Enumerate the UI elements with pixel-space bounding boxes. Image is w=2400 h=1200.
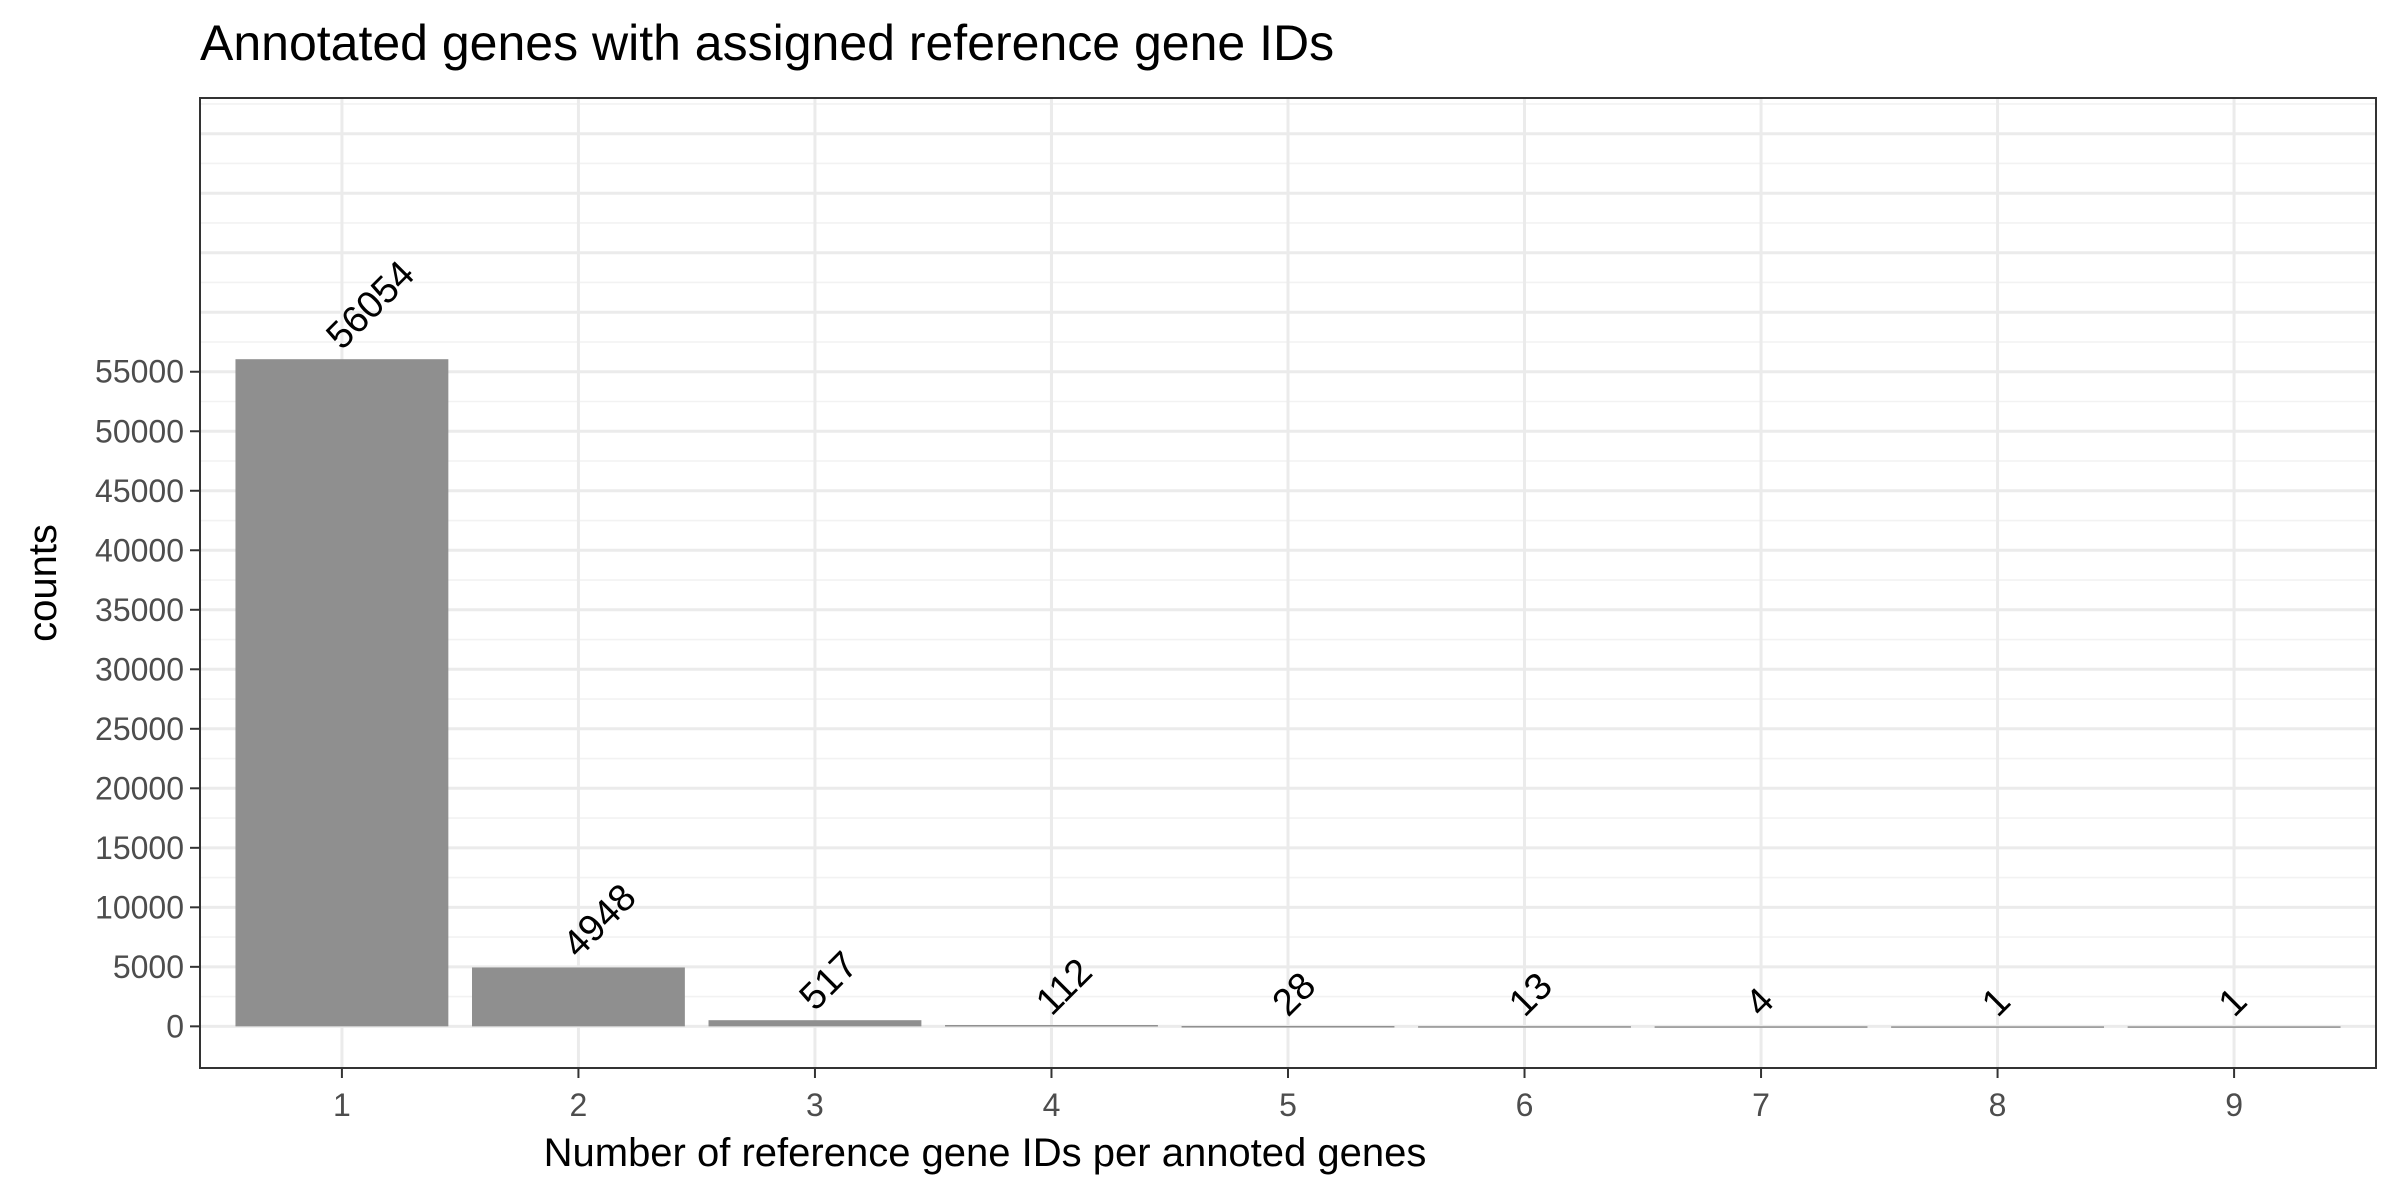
y-tick-label: 5000 <box>113 949 184 985</box>
bar-4 <box>945 1025 1158 1027</box>
x-tick-label: 5 <box>1279 1087 1297 1123</box>
y-tick-label: 0 <box>166 1008 184 1044</box>
x-axis-title: Number of reference gene IDs per annoted… <box>544 1131 1427 1175</box>
y-tick-label: 40000 <box>95 532 184 568</box>
bar-9 <box>2127 1026 2341 1028</box>
bar-5 <box>1181 1026 1395 1028</box>
y-tick-label: 20000 <box>95 770 184 806</box>
x-axis: 1 2 3 4 5 6 7 8 9 <box>333 1068 2243 1123</box>
y-axis-title: counts <box>21 524 65 642</box>
bar-3 <box>708 1020 922 1027</box>
y-tick-label: 30000 <box>95 651 184 687</box>
y-tick-label: 25000 <box>95 711 184 747</box>
bars <box>235 359 2341 1028</box>
y-tick-label: 10000 <box>95 889 184 925</box>
y-axis: 0 5000 10000 15000 20000 25000 30000 35000 40000… <box>95 354 200 1044</box>
y-tick-label: 50000 <box>95 413 184 449</box>
y-tick-label: 45000 <box>95 473 184 509</box>
x-tick-label: 4 <box>1043 1087 1061 1123</box>
bar-7 <box>1654 1026 1868 1028</box>
x-tick-label: 1 <box>333 1087 351 1123</box>
bar-8 <box>1891 1026 2104 1028</box>
bar-1 <box>235 359 449 1027</box>
y-tick-label: 55000 <box>95 354 184 390</box>
y-tick-label: 35000 <box>95 592 184 628</box>
grid-lines <box>200 98 2376 1068</box>
bar-2 <box>472 967 685 1027</box>
x-tick-label: 3 <box>806 1087 824 1123</box>
x-tick-label: 7 <box>1752 1087 1770 1123</box>
x-tick-label: 6 <box>1516 1087 1534 1123</box>
y-tick-label: 15000 <box>95 830 184 866</box>
x-tick-label: 9 <box>2225 1087 2243 1123</box>
chart-title: Annotated genes with assigned reference … <box>200 15 1334 71</box>
bar-6 <box>1418 1026 1631 1028</box>
x-tick-label: 8 <box>1989 1087 2007 1123</box>
x-tick-label: 2 <box>570 1087 588 1123</box>
